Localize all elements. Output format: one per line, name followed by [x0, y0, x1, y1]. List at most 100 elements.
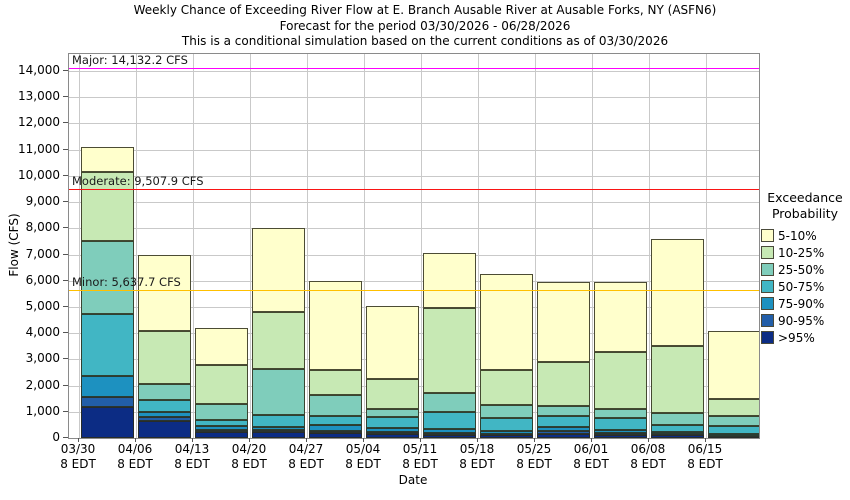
horizontal-gridline	[69, 228, 759, 230]
vertical-gridline	[706, 54, 707, 438]
y-tick-mark	[63, 410, 68, 412]
vertical-gridline	[421, 54, 422, 438]
x-tick-mark	[420, 438, 421, 442]
x-tick-time: 8 EDT	[687, 457, 723, 471]
x-tick-mark	[249, 438, 250, 442]
y-tick-label: 4,000	[25, 325, 60, 340]
x-tick-date: 06/08	[630, 442, 666, 456]
bar-segment-04-13-95	[194, 431, 248, 438]
bar-segment-06-01-10-25	[593, 351, 647, 410]
x-tick-mark	[477, 438, 478, 442]
vertical-gridline	[592, 54, 593, 438]
x-tick-label: 06/01 8 EDT	[558, 442, 624, 472]
horizontal-gridline	[69, 71, 759, 72]
x-tick-label: 04/06 8 EDT	[102, 442, 168, 472]
y-tick-mark	[63, 305, 68, 307]
legend-item: >95%	[760, 329, 850, 346]
x-tick-time: 8 EDT	[117, 457, 153, 471]
legend-item-label: >95%	[778, 330, 815, 345]
bar-segment-05-04-25-50	[365, 409, 419, 418]
legend-swatch-icon	[761, 331, 774, 344]
bar-segment-04-06-10-25	[137, 330, 191, 385]
bar-segment-04-27-25-50	[308, 394, 362, 416]
legend-title-line1: Exceedance	[767, 190, 843, 205]
x-tick-date: 04/27	[288, 442, 324, 456]
y-tick-label: 8,000	[25, 220, 60, 235]
y-tick-mark	[63, 70, 68, 71]
bar-segment-04-27-10-25	[308, 369, 362, 395]
bar-segment-04-27-90-95	[308, 431, 362, 434]
bar-segment-06-08-90-95	[650, 433, 704, 436]
bar-segment-05-25-25-50	[536, 405, 590, 416]
x-tick-mark	[306, 438, 307, 442]
bar-segment-06-08-25-50	[650, 412, 704, 425]
bar-segment-05-18-50-75	[479, 418, 533, 431]
bar-segment-04-13-25-50	[194, 403, 248, 420]
vertical-gridline	[79, 54, 80, 438]
bar-segment-06-01-95	[593, 435, 647, 438]
y-tick-label: 13,000	[18, 89, 60, 104]
x-tick-label: 04/27 8 EDT	[273, 442, 339, 472]
legend: Exceedance Probability 5-10% 10-25% 25-50%…	[760, 190, 850, 346]
y-tick-mark	[63, 227, 68, 229]
chart-title: Weekly Chance of Exceeding River Flow at…	[133, 3, 717, 17]
bar-segment-04-06-5-10	[137, 254, 191, 331]
bar-segment-04-06-75-90	[137, 411, 191, 418]
y-tick-label: 14,000	[18, 63, 60, 77]
vertical-gridline	[250, 54, 251, 438]
x-tick-date: 05/25	[516, 442, 552, 456]
x-tick-label: 06/08 8 EDT	[615, 442, 681, 472]
bar-segment-04-20-95	[251, 431, 305, 438]
bar-segment-06-08-5-10	[650, 238, 704, 347]
bar-segment-04-20-75-90	[251, 426, 305, 431]
bar-segment-06-15-25-50	[707, 416, 759, 426]
bar-segment-05-18-10-25	[479, 369, 533, 406]
bar-segment-03-30-50-75	[80, 313, 134, 377]
bar-segment-05-11-75-90	[422, 429, 476, 433]
bar-segment-04-20-5-10	[251, 228, 305, 313]
y-tick-label: 6,000	[25, 272, 60, 287]
x-tick-time: 8 EDT	[288, 457, 324, 471]
legend-item: 25-50%	[760, 261, 850, 278]
legend-swatch-icon	[761, 297, 774, 310]
x-tick-mark	[534, 438, 535, 442]
horizontal-gridline	[69, 280, 759, 282]
legend-title-line2: Probability	[771, 206, 839, 221]
legend-swatch-icon	[761, 280, 774, 293]
horizontal-gridline	[69, 97, 759, 99]
bar-segment-05-04-75-90	[365, 428, 419, 432]
x-tick-time: 8 EDT	[459, 457, 495, 471]
bar-segment-05-04-5-10	[365, 305, 419, 380]
y-axis-title: Flow (CFS)	[7, 213, 21, 277]
y-tick-mark	[63, 253, 68, 255]
x-tick-label: 04/20 8 EDT	[216, 442, 282, 472]
chart-title-block: Weekly Chance of Exceeding River Flow at…	[0, 3, 850, 50]
bar-segment-04-20-25-50	[251, 368, 305, 416]
bar-segment-05-11-95	[422, 434, 476, 438]
bar-segment-06-01-25-50	[593, 409, 647, 419]
x-tick-date: 04/13	[174, 442, 210, 456]
legend-item-label: 10-25%	[778, 245, 825, 260]
x-tick-date: 04/06	[117, 442, 153, 456]
vertical-gridline	[364, 54, 365, 438]
bar-segment-06-08-75-90	[650, 431, 704, 434]
x-tick-time: 8 EDT	[573, 457, 609, 471]
legend-swatch-icon	[761, 229, 774, 242]
bar-segment-05-18-75-90	[479, 430, 533, 434]
x-tick-date: 06/15	[687, 442, 723, 456]
bar-segment-05-11-50-75	[422, 411, 476, 430]
bar-segment-05-25-5-10	[536, 282, 590, 362]
legend-swatch-icon	[761, 246, 774, 259]
legend-item-label: 25-50%	[778, 262, 825, 277]
x-tick-time: 8 EDT	[60, 457, 96, 471]
y-tick-mark	[63, 332, 68, 334]
bar-segment-03-30-10-25	[80, 171, 134, 242]
x-tick-date: 06/01	[573, 442, 609, 456]
x-tick-mark	[591, 438, 592, 442]
legend-item-label: 75-90%	[778, 296, 825, 311]
x-tick-time: 8 EDT	[174, 457, 210, 471]
y-tick-label: 2,000	[25, 377, 60, 392]
bar-segment-06-01-90-95	[593, 433, 647, 435]
bar-segment-03-30-25-50	[80, 241, 134, 314]
x-tick-time: 8 EDT	[345, 457, 381, 471]
